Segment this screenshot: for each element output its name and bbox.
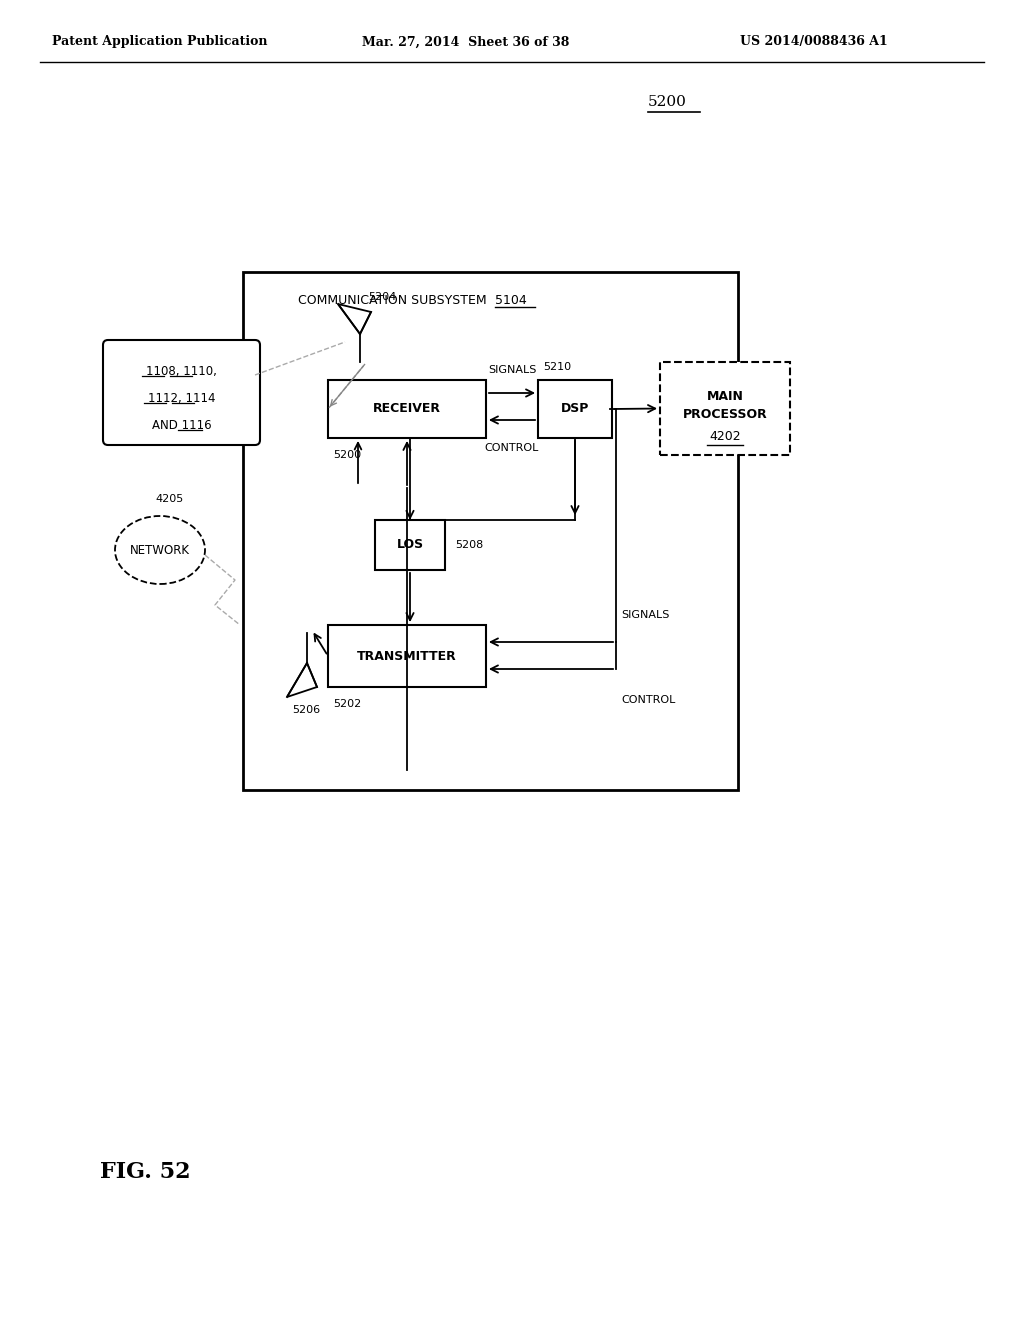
Text: 5208: 5208 (455, 540, 483, 550)
Bar (375, 520, 445, 570)
Text: LOS: LOS (396, 539, 424, 552)
Text: 5200: 5200 (648, 95, 687, 110)
Text: DSP: DSP (561, 403, 589, 416)
Bar (243, 272, 738, 789)
Bar (538, 380, 612, 438)
Text: 1108, 1110,: 1108, 1110, (146, 366, 217, 378)
Text: 1112, 1114: 1112, 1114 (147, 392, 215, 405)
Bar (660, 362, 790, 455)
Text: PROCESSOR: PROCESSOR (683, 408, 767, 421)
Text: COMMUNICATION SUBSYSTEM: COMMUNICATION SUBSYSTEM (298, 293, 486, 306)
Text: Patent Application Publication: Patent Application Publication (52, 36, 267, 49)
Text: 5204: 5204 (368, 292, 396, 302)
Text: CONTROL: CONTROL (621, 696, 676, 705)
Text: US 2014/0088436 A1: US 2014/0088436 A1 (740, 36, 888, 49)
Text: 5210: 5210 (543, 362, 571, 372)
Text: Mar. 27, 2014  Sheet 36 of 38: Mar. 27, 2014 Sheet 36 of 38 (362, 36, 569, 49)
Text: 5202: 5202 (333, 700, 361, 709)
Text: 5200: 5200 (333, 450, 361, 459)
Text: 4205: 4205 (155, 494, 183, 504)
Text: RECEIVER: RECEIVER (373, 403, 441, 416)
Text: SIGNALS: SIGNALS (487, 366, 537, 375)
Text: NETWORK: NETWORK (130, 544, 190, 557)
Text: MAIN: MAIN (707, 391, 743, 404)
Text: 4202: 4202 (710, 430, 740, 444)
Text: SIGNALS: SIGNALS (621, 610, 670, 620)
Bar (328, 380, 486, 438)
Text: 5104: 5104 (490, 293, 526, 306)
Bar (328, 624, 486, 686)
Text: TRANSMITTER: TRANSMITTER (357, 649, 457, 663)
Text: FIG. 52: FIG. 52 (100, 1162, 190, 1183)
FancyBboxPatch shape (103, 341, 260, 445)
Text: 5206: 5206 (292, 705, 321, 715)
Text: CONTROL: CONTROL (484, 444, 540, 453)
Text: AND 1116: AND 1116 (152, 418, 211, 432)
